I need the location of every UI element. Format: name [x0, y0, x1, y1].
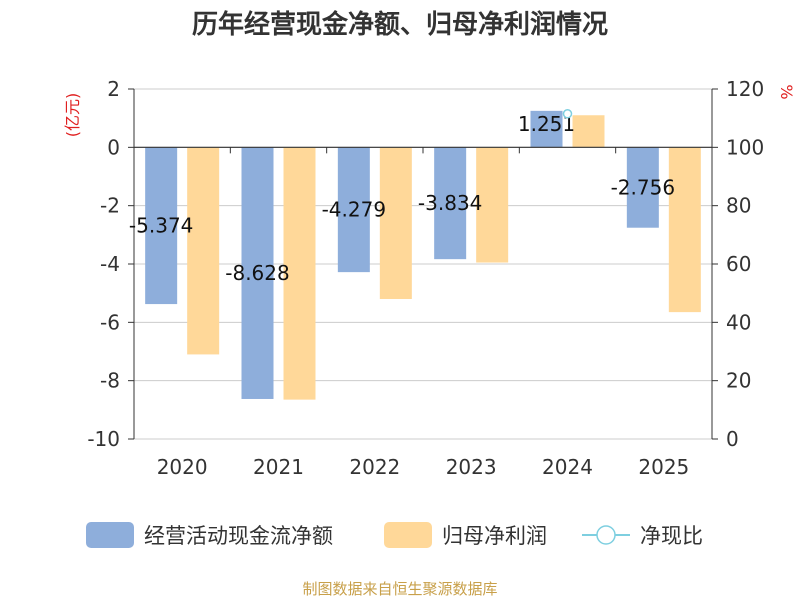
net-profit-bar — [187, 147, 220, 355]
left-tick-label: -6 — [100, 310, 120, 334]
right-tick-label: 120 — [726, 77, 764, 101]
right-axis-unit: % — [777, 84, 796, 99]
right-tick-label: 60 — [726, 252, 751, 276]
gridlines — [134, 88, 712, 440]
left-axis-unit: (亿元) — [63, 93, 82, 138]
cashflow-bar — [241, 147, 274, 399]
left-tick-label: -8 — [100, 369, 120, 393]
ratio-point — [562, 109, 573, 119]
category-label: 2020 — [157, 455, 208, 479]
legend-label: 净现比 — [640, 524, 703, 548]
net-profit-bar — [379, 147, 412, 299]
net-profit-bar — [668, 147, 701, 313]
left-tick-label: -4 — [100, 252, 120, 276]
cashflow-data-label: -2.756 — [611, 176, 675, 200]
category-label: 2021 — [253, 455, 304, 479]
cashflow-bar — [626, 147, 659, 228]
category-label: 2025 — [638, 455, 689, 479]
net-profit-bar — [572, 115, 605, 148]
cashflow-data-label: -3.834 — [418, 191, 482, 215]
right-tick-label: 0 — [726, 427, 739, 451]
legend-swatch-circle — [596, 525, 616, 545]
cashflow-data-label: -4.279 — [322, 198, 386, 222]
bars — [145, 110, 701, 400]
left-tick-label: 0 — [107, 135, 120, 159]
category-label: 2023 — [446, 455, 497, 479]
left-tick-label: -2 — [100, 194, 120, 218]
legend-label: 经营活动现金流净额 — [144, 524, 333, 548]
left-tick-label: -10 — [87, 427, 120, 451]
net-profit-bar — [476, 147, 509, 263]
net-profit-bar — [283, 147, 316, 400]
legend-label: 归母净利润 — [442, 524, 547, 548]
right-tick-label: 80 — [726, 194, 751, 218]
legend-cashflow: 经营活动现金流净额 — [86, 522, 333, 548]
legend-net-profit: 归母净利润 — [384, 522, 547, 548]
chart-title: 历年经营现金净额、归母净利润情况 — [191, 10, 608, 40]
cashflow-bar — [530, 110, 563, 148]
right-tick-label: 40 — [726, 310, 751, 334]
legend-swatch — [86, 522, 134, 548]
left-tick-label: 2 — [107, 77, 120, 101]
legend-ratio: 净现比 — [582, 524, 703, 548]
cashflow-data-label: -8.628 — [225, 261, 289, 285]
category-label: 2024 — [542, 455, 593, 479]
cashflow-bar — [337, 147, 370, 273]
right-tick-label: 100 — [726, 135, 764, 159]
legend-swatch — [384, 522, 432, 548]
cashflow-data-label: -5.374 — [129, 214, 193, 238]
legend: 经营活动现金流净额 归母净利润 净现比 — [86, 522, 703, 548]
source-footer: 制图数据来自恒生聚源数据库 — [302, 580, 498, 598]
ratio-line — [562, 109, 573, 119]
category-label: 2022 — [349, 455, 400, 479]
cashflow-bar — [145, 147, 178, 305]
cashflow-bar — [434, 147, 467, 260]
right-tick-label: 20 — [726, 369, 751, 393]
